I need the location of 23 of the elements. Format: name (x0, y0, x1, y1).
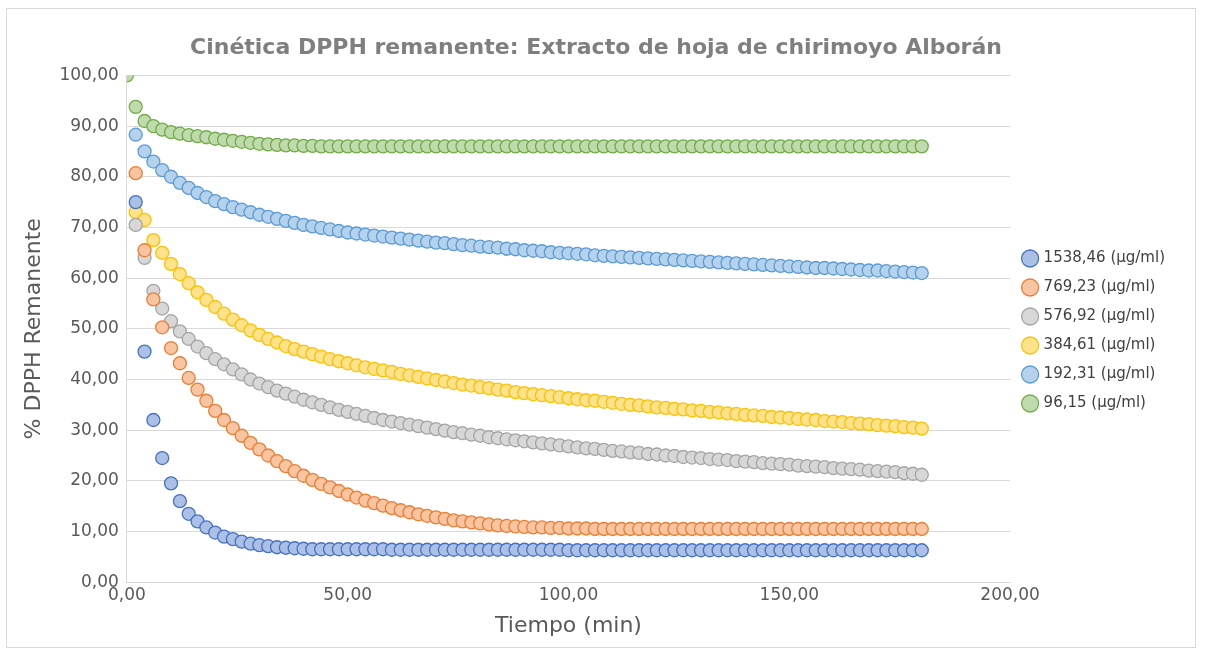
y-tick-label: 30,00 (70, 418, 119, 439)
legend-label: 192,31 (µg/ml) (1043, 364, 1156, 383)
x-tick-label: 200,00 (980, 583, 1040, 604)
legend-label: 384,61 (µg/ml) (1043, 335, 1156, 354)
x-axis-title: Tiempo (min) (494, 611, 642, 637)
y-tick-label: 50,00 (70, 317, 119, 338)
y-axis-title: % DPPH Remanente (19, 218, 45, 440)
x-tick-label: 100,00 (538, 583, 599, 604)
y-tick-label: 20,00 (70, 469, 119, 490)
x-tick-label: 150,00 (759, 583, 820, 604)
legend-label: 576,92 (µg/ml) (1043, 306, 1156, 325)
chart-title: Cinética DPPH remanente: Extracto de hoja de chirimoyo Alborán (190, 33, 1002, 59)
y-tick-label: 70,00 (70, 215, 119, 236)
y-tick-label: 100,00 (59, 63, 119, 84)
legend-label: 1538,46 (µg/ml) (1043, 248, 1166, 267)
x-tick-label: 50,00 (323, 583, 373, 604)
legend-label: 769,23 (µg/ml) (1043, 277, 1156, 296)
y-tick-label: 10,00 (70, 519, 119, 540)
y-tick-label: 60,00 (70, 266, 119, 287)
y-tick-label: 90,00 (70, 114, 119, 135)
y-tick-label: 80,00 (70, 165, 119, 186)
y-tick-label: 40,00 (70, 367, 119, 388)
legend-label: 96,15 (µg/ml) (1043, 393, 1146, 412)
